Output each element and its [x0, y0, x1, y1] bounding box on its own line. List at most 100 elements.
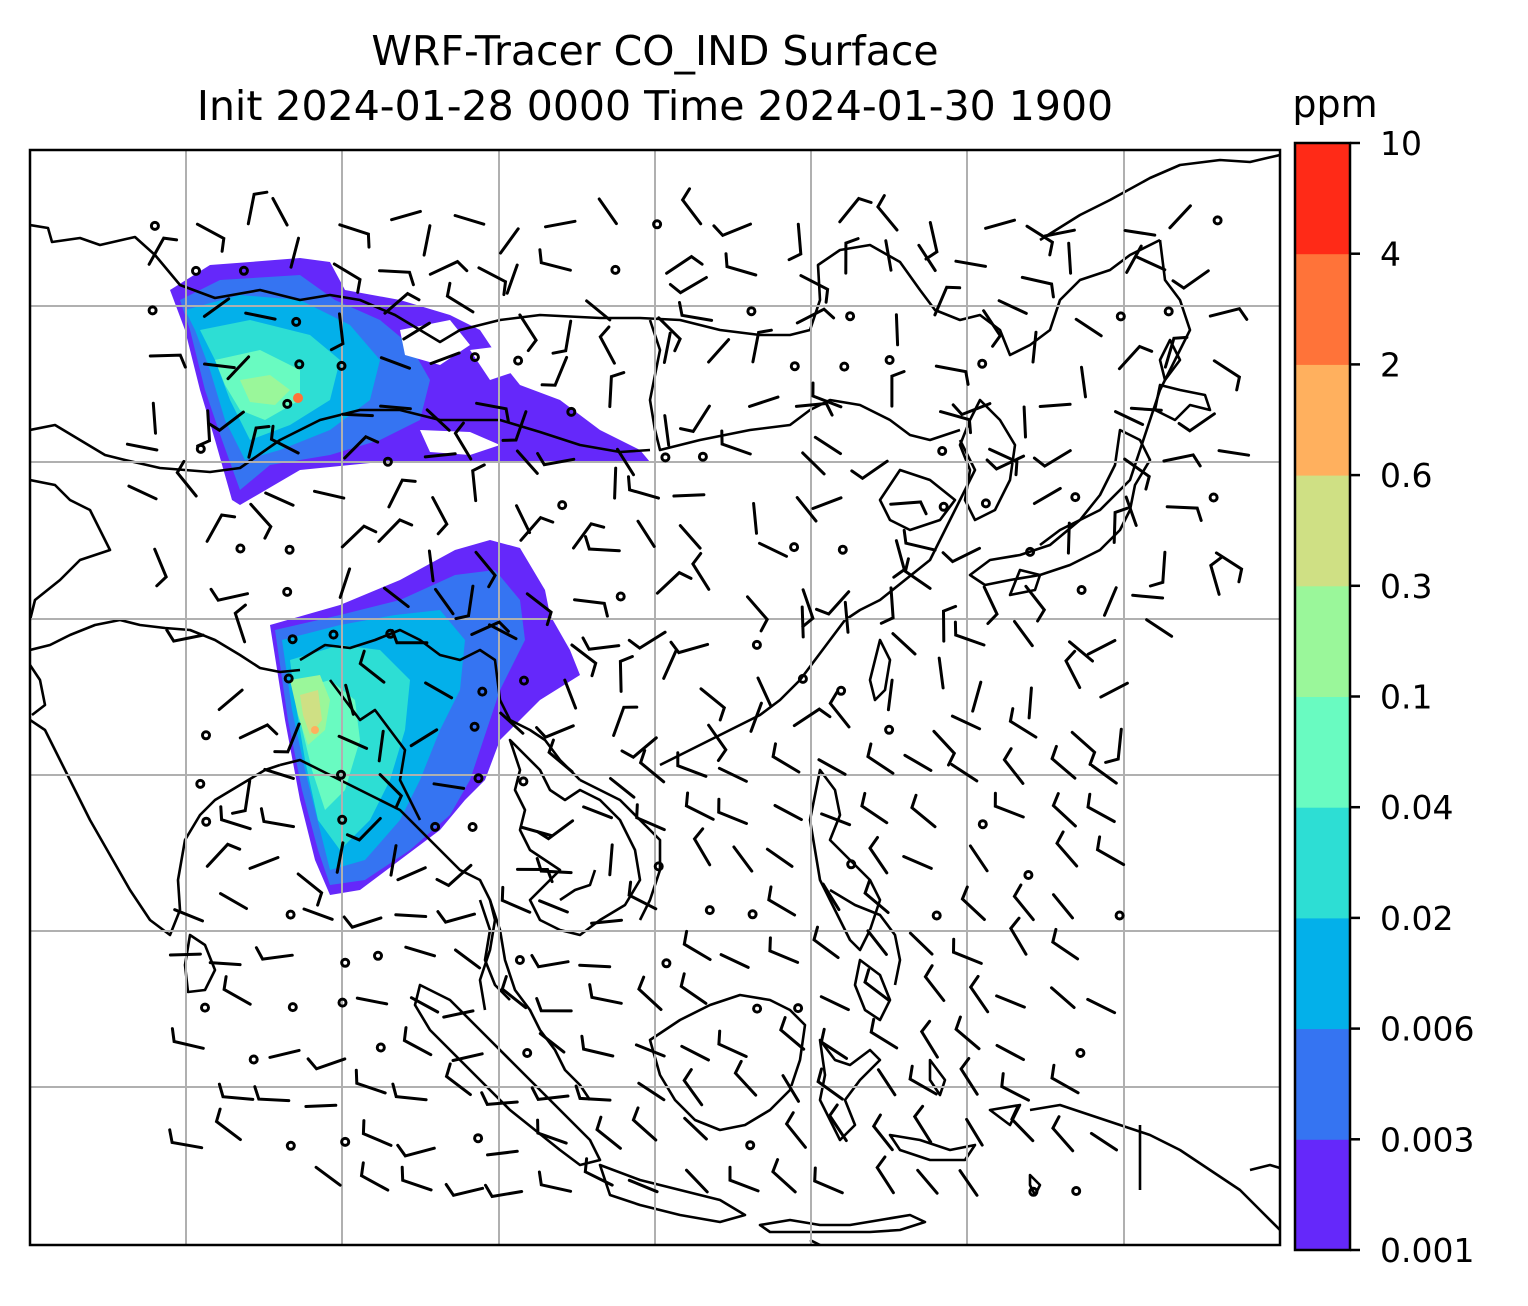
wind-barb [682, 929, 712, 961]
wind-barb [597, 197, 618, 226]
calm-wind-marker [977, 819, 988, 830]
wind-barb [923, 964, 946, 1002]
wind-barb [1032, 486, 1062, 505]
calm-wind-marker [287, 1002, 298, 1013]
calm-wind-marker [283, 673, 294, 684]
wind-barb [1089, 1131, 1118, 1152]
wind-barb [340, 524, 378, 549]
wind-barb [202, 297, 231, 318]
calm-wind-marker [1070, 492, 1081, 503]
calm-wind-marker [513, 355, 524, 366]
wind-barb [902, 855, 933, 870]
calm-wind-marker [477, 686, 488, 697]
colorbar-tick-label: 0.3 [1380, 567, 1432, 606]
wind-barb [377, 729, 385, 763]
wind-barb [530, 954, 570, 969]
wind-barb [535, 857, 573, 875]
wind-barb [389, 844, 398, 877]
wind-barb [799, 274, 830, 304]
colorbar-tick-label: 0.003 [1380, 1120, 1474, 1159]
calm-wind-marker [980, 498, 991, 509]
wind-barb [570, 643, 598, 678]
wind-barb [903, 753, 933, 772]
wind-barb [1032, 449, 1072, 468]
calm-wind-marker [752, 1003, 763, 1014]
wind-barb [707, 723, 728, 762]
calm-wind-marker [328, 629, 339, 640]
wind-barb [501, 410, 528, 442]
wind-barb [950, 763, 979, 783]
calm-wind-marker [747, 909, 758, 920]
wind-barb [423, 452, 457, 459]
wind-barb [908, 931, 934, 956]
wind-barb [1162, 453, 1202, 468]
wind-barb [207, 410, 245, 433]
wind-barb [662, 649, 678, 680]
calm-wind-marker [337, 814, 348, 825]
wind-barb [618, 655, 634, 693]
wind-barb [1022, 405, 1027, 439]
wind-barb [1080, 365, 1087, 399]
calm-wind-marker [1025, 546, 1036, 557]
wind-barb [434, 587, 455, 616]
calm-wind-marker [285, 1140, 296, 1151]
wind-barb [248, 856, 280, 870]
colorbar-tick-label: 4 [1380, 235, 1401, 274]
wind-barb [971, 680, 983, 713]
wind-barb [613, 466, 618, 500]
wind-barb [1217, 449, 1251, 457]
wind-barb [205, 513, 237, 543]
wind-barb [269, 424, 300, 455]
calm-wind-marker [697, 451, 708, 462]
calm-wind-marker [1212, 215, 1223, 226]
calm-wind-marker [1023, 870, 1034, 880]
wind-barb [982, 309, 1003, 348]
wind-barb [1027, 686, 1033, 720]
wind-barb [712, 222, 752, 238]
wind-barb [1066, 521, 1071, 555]
wind-barb [1212, 359, 1242, 392]
calm-wind-marker [375, 1042, 386, 1053]
wind-barb [733, 1059, 758, 1097]
wind-barb [719, 953, 750, 969]
wind-barb [1050, 986, 1076, 1009]
wind-barb [1050, 744, 1077, 780]
wind-barb [691, 552, 711, 591]
wind-barb [519, 515, 555, 542]
wind-barb [168, 952, 202, 957]
wind-barb [609, 777, 636, 799]
wind-barb [679, 404, 711, 434]
wind-barb [1209, 556, 1223, 596]
calm-wind-marker [373, 950, 383, 961]
wind-barb [756, 676, 772, 707]
calm-wind-marker [200, 1002, 210, 1013]
calm-wind-marker [1075, 1048, 1086, 1058]
calm-wind-marker [704, 905, 715, 916]
calm-wind-marker [285, 909, 296, 920]
wind-barb [884, 239, 893, 272]
wind-barb [422, 224, 432, 257]
wind-barb [965, 1117, 984, 1147]
wind-barb [827, 1103, 848, 1143]
colorbar-segment [1295, 585, 1350, 697]
colorbar-segment [1295, 1028, 1350, 1140]
wind-barb [717, 766, 748, 783]
wind-barb [795, 307, 836, 325]
wind-barb [1025, 224, 1055, 257]
wind-barb [173, 908, 204, 923]
wind-barb [244, 311, 277, 321]
wind-barb [951, 937, 983, 965]
calm-wind-marker [467, 822, 478, 832]
wind-barb [383, 291, 421, 315]
wind-barb [954, 259, 987, 268]
wind-barb [748, 395, 780, 408]
colorbar-tick-label: 0.1 [1380, 678, 1432, 717]
wind-barb [273, 722, 301, 754]
wind-barb [580, 1034, 615, 1058]
wind-barb [752, 502, 758, 535]
wind-barb [582, 805, 613, 820]
wind-barb [781, 1074, 800, 1103]
wind-barb [263, 767, 295, 780]
wind-barb [436, 910, 476, 924]
wind-barb [148, 353, 187, 369]
